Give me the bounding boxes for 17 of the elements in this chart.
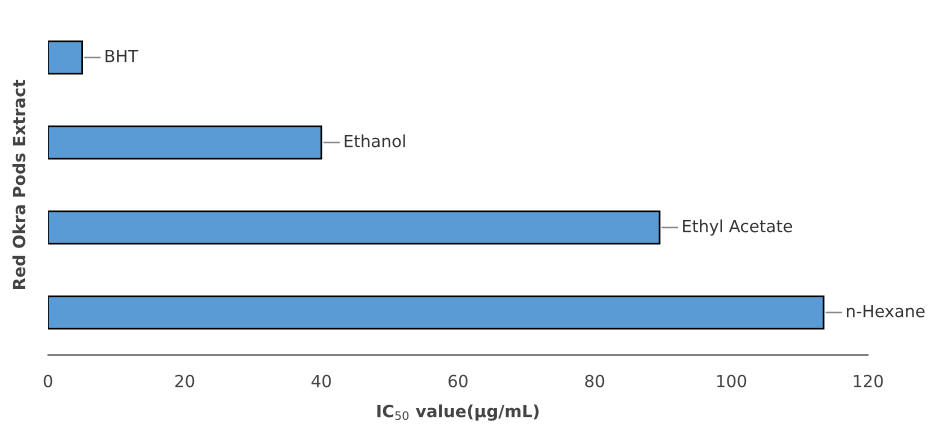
x-tick-label: 20 (175, 374, 194, 388)
x-tick-label: 0 (44, 374, 52, 388)
x-tick-label: 40 (312, 374, 331, 388)
y-axis-title: Red Okra Pods Extract (12, 80, 26, 290)
y-tick-label: BHT (106, 50, 138, 62)
x-tick-label: 60 (448, 374, 468, 388)
y-tick-label: Ethanol (344, 134, 405, 148)
bar (48, 296, 824, 330)
y-tick-label: Ethyl Acetate (683, 219, 792, 236)
bar (48, 126, 322, 160)
x-tick-label: 80 (585, 374, 604, 388)
x-axis-title: IC$_{50}$ value(µg/mL) (377, 404, 539, 421)
bar (48, 40, 83, 74)
x-tick-label: 120 (854, 374, 883, 388)
x-tick-label: 100 (717, 374, 746, 388)
bar (48, 210, 660, 244)
y-tick-label: n-Hexane (846, 304, 925, 318)
